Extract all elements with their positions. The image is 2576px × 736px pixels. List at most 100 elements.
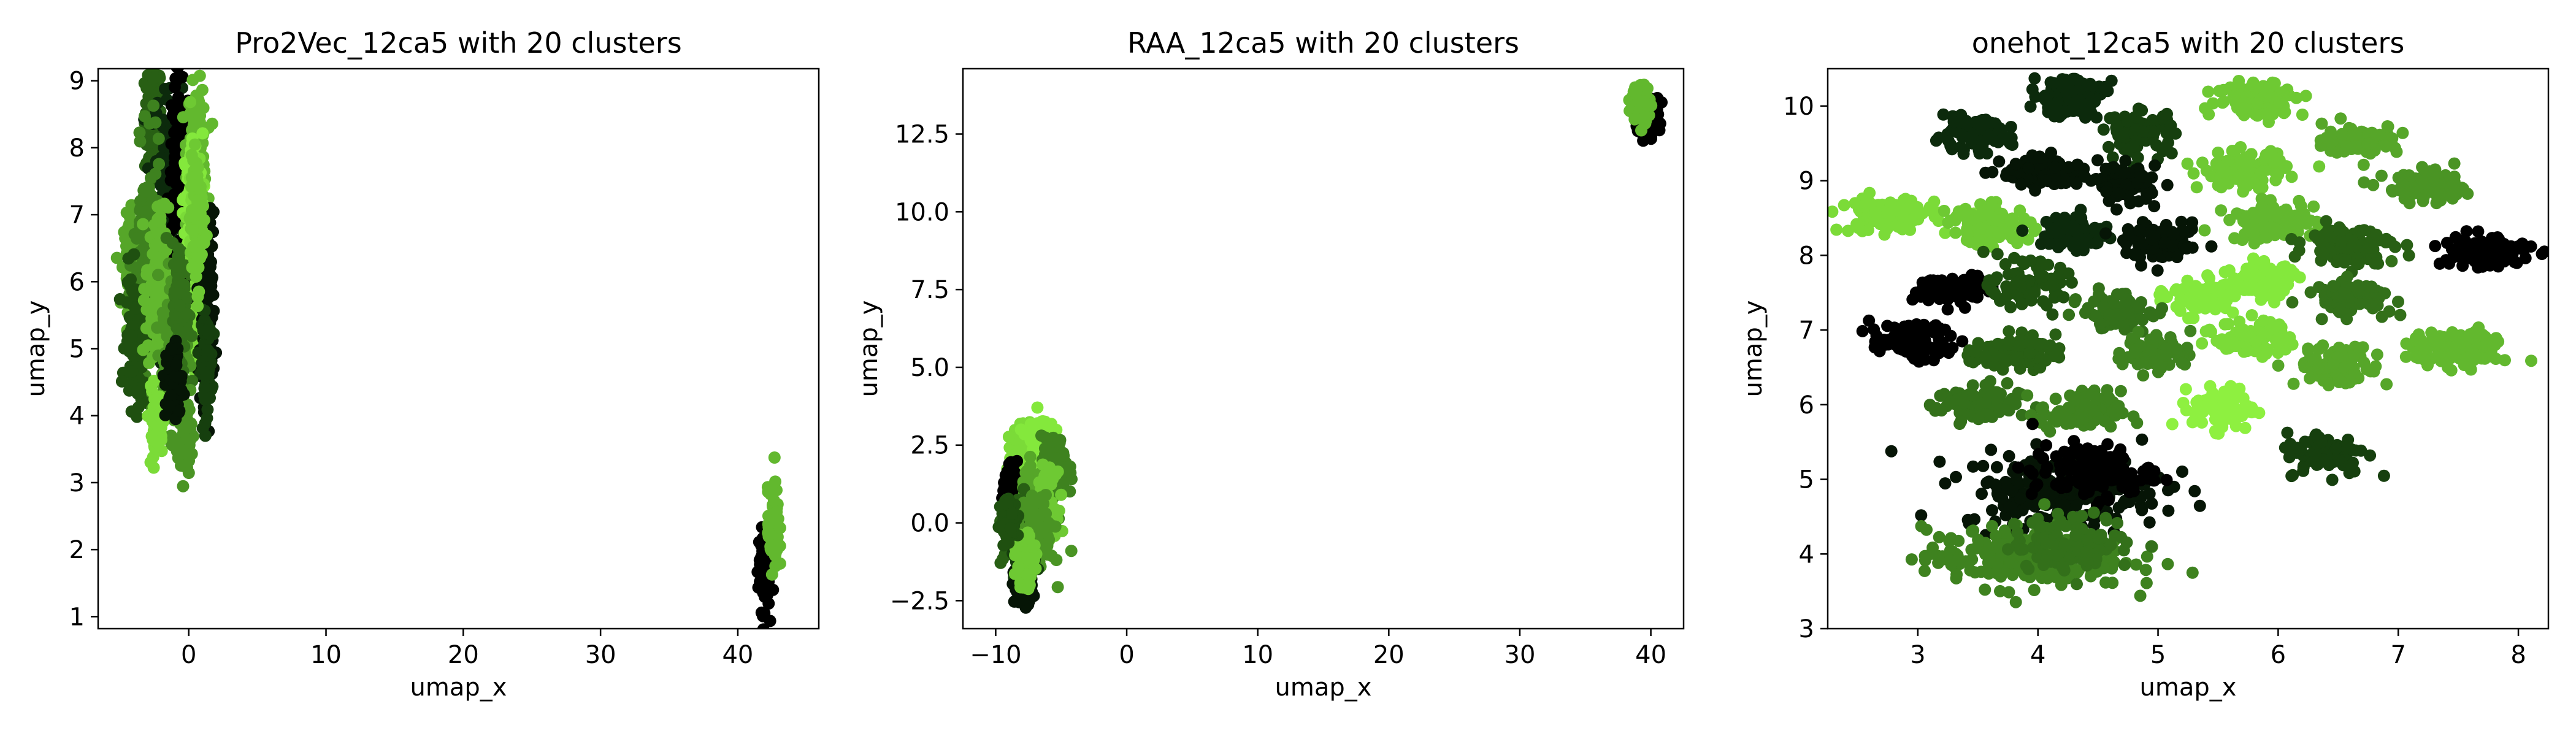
data-point: [1960, 115, 1972, 128]
data-point: [2279, 161, 2291, 174]
data-point: [143, 356, 156, 369]
data-point: [207, 205, 220, 218]
data-point: [1035, 479, 1048, 491]
data-point: [1003, 458, 1016, 470]
data-point: [162, 201, 175, 214]
data-point: [170, 359, 183, 372]
data-point: [2237, 163, 2250, 176]
data-point: [2117, 131, 2129, 143]
data-point: [171, 69, 183, 73]
data-point: [151, 200, 164, 213]
cluster-0: [2024, 69, 2118, 124]
data-point: [152, 438, 165, 451]
data-point: [144, 39, 156, 52]
data-point: [177, 480, 190, 493]
x-axis-label-raa: umap_x: [1275, 673, 1372, 702]
data-point: [2222, 177, 2235, 190]
data-point: [2202, 85, 2215, 98]
data-point: [189, 179, 202, 192]
data-point: [756, 561, 769, 574]
x-tick-label: 20: [448, 641, 479, 669]
data-point: [2190, 181, 2203, 194]
data-point: [140, 82, 153, 94]
data-point: [178, 56, 191, 69]
data-point: [151, 269, 164, 282]
data-point: [174, 325, 186, 338]
data-point: [2078, 170, 2091, 183]
y-tick-label: 9: [69, 67, 85, 96]
data-point: [2350, 128, 2363, 141]
data-point: [180, 432, 193, 445]
data-point: [151, 282, 164, 294]
data-point: [142, 339, 155, 352]
data-point: [1985, 117, 1998, 129]
y-tick-label: 8: [69, 134, 85, 163]
data-point: [1065, 545, 1078, 558]
cluster-6: [2078, 155, 2174, 216]
data-point: [2122, 143, 2134, 156]
data-point: [1048, 452, 1060, 464]
x-tick-label: −10: [970, 641, 1021, 669]
data-point: [201, 369, 213, 381]
data-point: [147, 72, 160, 85]
data-point: [2234, 154, 2247, 167]
cluster-4: [2314, 112, 2409, 171]
chart-title-raa: RAA_12ca5 with 20 clusters: [1127, 26, 1519, 59]
data-point: [2375, 169, 2388, 182]
cluster-8: [2358, 157, 2474, 210]
data-point: [186, 224, 199, 236]
data-point: [2181, 157, 2194, 170]
data-point: [2273, 96, 2286, 109]
data-point: [1006, 507, 1018, 520]
data-point: [1947, 115, 1960, 128]
data-point: [757, 623, 770, 629]
x-tick-label: 20: [1373, 641, 1405, 669]
data-point: [2358, 176, 2371, 189]
cluster-7: [192, 303, 220, 442]
data-point: [110, 251, 123, 264]
data-point: [164, 389, 177, 402]
data-point: [1021, 551, 1034, 564]
data-point: [127, 286, 140, 299]
data-point: [1628, 113, 1641, 126]
data-point: [145, 380, 158, 393]
data-point: [2397, 179, 2410, 192]
cluster-9: [1828, 186, 1980, 241]
data-point: [152, 132, 165, 145]
data-point: [1035, 429, 1048, 442]
data-point: [762, 527, 775, 539]
data-point: [182, 467, 195, 479]
data-point: [1944, 138, 1957, 151]
data-point: [2207, 97, 2220, 110]
data-point: [2388, 142, 2401, 155]
data-point: [150, 397, 163, 410]
data-point: [2155, 142, 2168, 155]
data-point: [2258, 164, 2271, 177]
data-point: [120, 296, 133, 309]
data-point: [2121, 115, 2134, 128]
data-point: [2137, 170, 2150, 183]
x-ticks-raa: −10 0 10 20 30 40: [970, 629, 1666, 669]
data-point: [2022, 162, 2035, 175]
y-tick-label: 12.5: [895, 121, 949, 149]
data-point: [2119, 155, 2132, 167]
data-point: [1052, 434, 1065, 447]
y-tick-label: 7: [69, 201, 85, 229]
data-point: [2105, 74, 2118, 87]
data-point: [2428, 175, 2440, 188]
data-point: [2024, 100, 2037, 113]
cluster-3: [2199, 75, 2312, 128]
data-point: [2063, 85, 2076, 98]
data-point: [179, 448, 192, 461]
x-tick-label: 0: [1119, 641, 1134, 669]
data-point: [2091, 154, 2104, 167]
data-point: [1002, 431, 1015, 443]
data-point: [2315, 117, 2328, 130]
data-point: [1828, 205, 1839, 218]
x-tick-label: 40: [722, 641, 753, 669]
y-ticks-raa: −2.50.02.55.07.510.012.5: [890, 121, 963, 615]
scatter-points-onehot: [1828, 69, 2548, 608]
chart-title-pro2vec: Pro2Vec_12ca5 with 20 clusters: [235, 26, 681, 59]
